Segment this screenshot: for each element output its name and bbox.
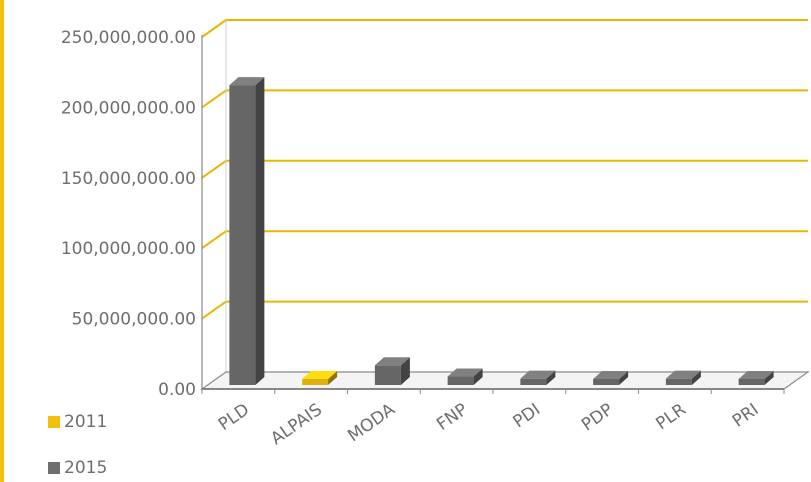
gridline-side [201, 300, 227, 320]
x-tick-label-moda: MODA [344, 400, 399, 447]
legend-label-2011: 2011 [64, 412, 108, 432]
y-tick-label: 200,000,000.00 [61, 98, 196, 118]
bar-2015-fnp [447, 368, 483, 385]
y-tick-label: 250,000,000.00 [61, 28, 196, 48]
bar-2015-plr [665, 370, 701, 385]
chart-floor [200, 371, 810, 390]
x-tick-label-pri: PRI [729, 400, 763, 432]
bar-front-face [229, 85, 256, 385]
bar-side-face [328, 371, 338, 385]
gridline-side [201, 89, 227, 109]
bar-side-face [619, 371, 629, 385]
x-tick-label-pdp: PDP [578, 400, 617, 436]
gridline-side [201, 159, 227, 179]
y-axis-tick-labels: 0.00 50,000,000.00 100,000,000.00 150,000,0… [61, 28, 196, 400]
bar-side-face [255, 77, 265, 385]
bar-2015-moda [374, 357, 410, 385]
legend-item-2011: 2011 [48, 412, 107, 432]
y-tick-label: 50,000,000.00 [72, 310, 196, 330]
gridline-side [201, 19, 227, 38]
bar-2011-alpais [302, 371, 338, 385]
legend-swatch-2015 [48, 462, 60, 474]
left-accent-border [0, 0, 4, 482]
x-tick-label-fnp: FNP [433, 400, 471, 435]
y-tick-label: 150,000,000.00 [61, 169, 196, 189]
bar-top-face [520, 370, 556, 379]
bar-side-face [764, 371, 774, 385]
bar-2015-pri [738, 371, 774, 385]
bar-front-face [520, 378, 547, 385]
bar-2015-pdp [593, 371, 629, 385]
axes [200, 20, 810, 394]
bar-2015-pdi [520, 370, 556, 385]
bar-top-face [738, 371, 774, 379]
bar-side-face [400, 357, 410, 385]
legend-item-2015: 2015 [48, 458, 107, 478]
bar-2015-pld [229, 77, 265, 385]
legend-label-2015: 2015 [64, 458, 108, 478]
bar-top-face [229, 77, 265, 86]
bar-front-face [447, 376, 474, 385]
bar-top-face [447, 368, 483, 377]
bar-top-face [374, 357, 410, 366]
bar-top-face [593, 371, 629, 379]
bar-top-face [302, 371, 338, 379]
x-axis-tick-labels: PLD ALPAIS MODA FNP PDI PDP PLR PRI [215, 400, 763, 450]
bar-front-face [738, 379, 765, 385]
x-tick-label-pdi: PDI [510, 400, 545, 433]
x-tick-label-alpais: ALPAIS [267, 400, 326, 449]
bar-front-face [374, 365, 401, 385]
x-tick-label-plr: PLR [652, 400, 689, 435]
bar-front-face [302, 379, 329, 385]
bar-side-face [691, 370, 701, 385]
x-tick-label-pld: PLD [215, 400, 253, 435]
legend-swatch-2011 [48, 416, 60, 428]
bar-side-face [546, 370, 556, 385]
y-tick-label: 100,000,000.00 [61, 239, 196, 259]
bar-side-face [473, 368, 483, 385]
bars [229, 77, 774, 385]
gridlines [201, 19, 808, 320]
gridline-side [201, 230, 227, 250]
y-tick-label: 0.00 [158, 380, 196, 400]
bar-front-face [665, 378, 692, 385]
bar-top-face [665, 370, 701, 379]
bar-front-face [593, 379, 620, 385]
